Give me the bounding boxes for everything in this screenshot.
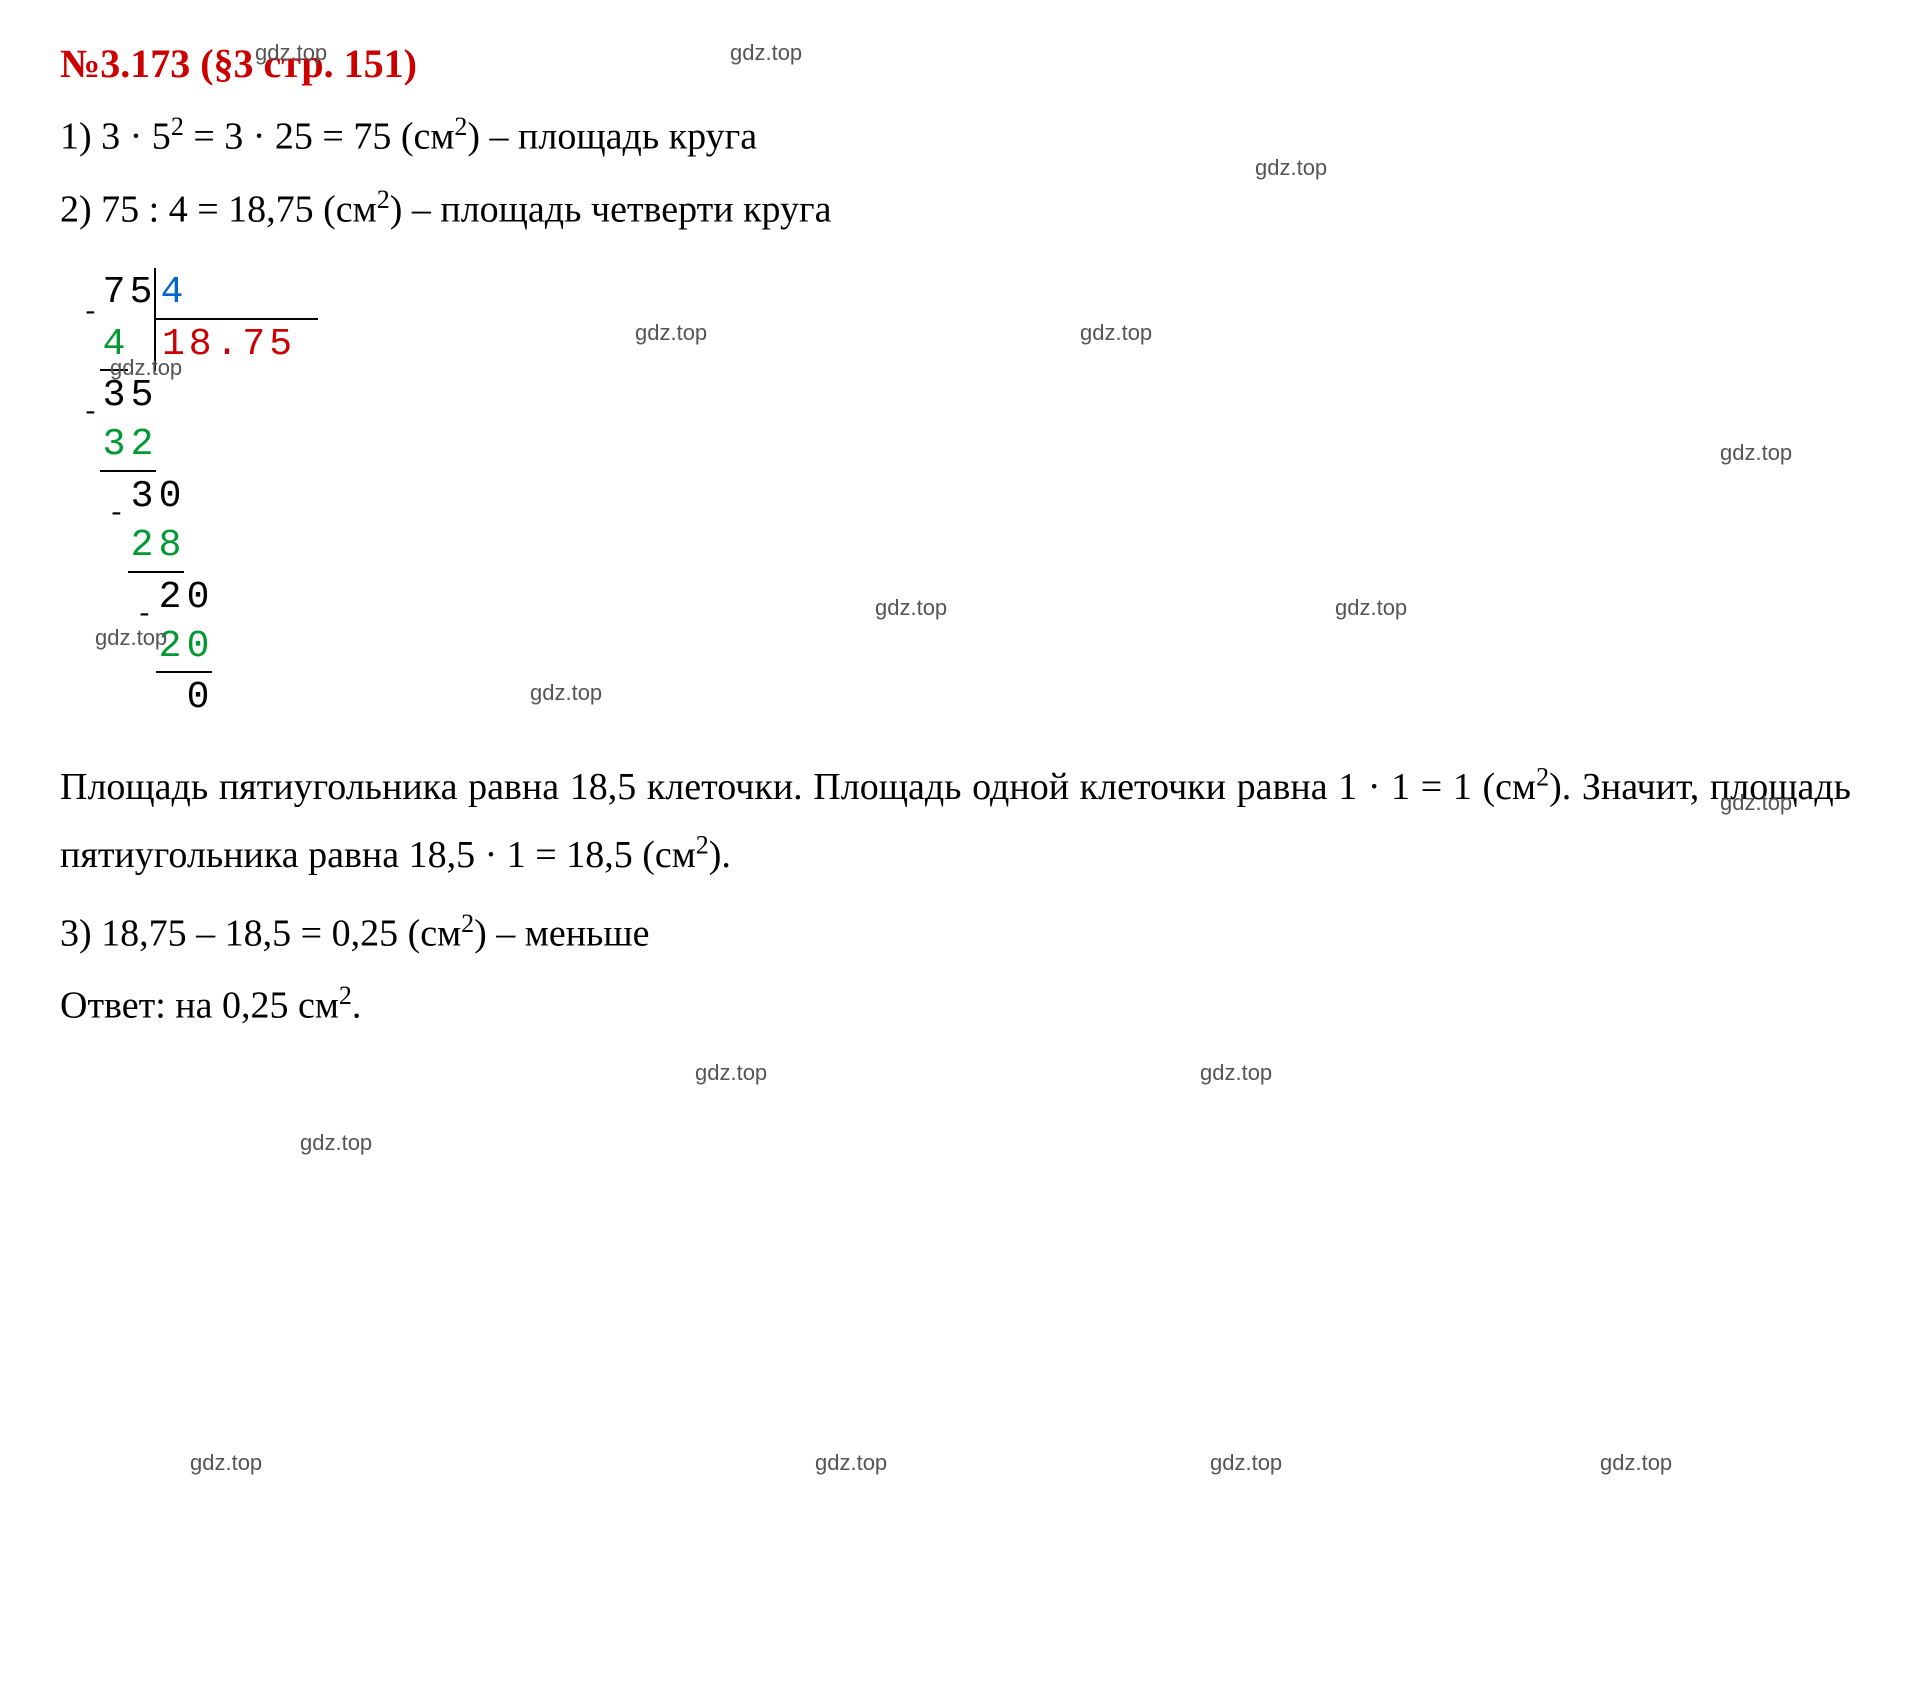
div-row-sub-4: - 2 0 — [100, 622, 1851, 673]
dividend-digit-1: 7 — [100, 268, 128, 319]
rem-2-d1: 3 — [128, 472, 156, 521]
minus-sign-2: - — [82, 396, 99, 432]
sub-4-d2: 0 — [184, 622, 212, 673]
div-row-rem-4: 0 — [100, 673, 1851, 722]
watermark-text: gdz.top — [530, 680, 602, 706]
div-row-sub-1: - 4 18.75 — [100, 320, 1851, 371]
step-2: 2) 75 : 4 = 18,75 (см2) – площадь четвер… — [60, 180, 1851, 239]
watermark-text: gdz.top — [1255, 155, 1327, 181]
step-3-text-b: ) – меньше — [474, 912, 649, 954]
step-3-text-a: 3) 18,75 – 18,5 = 0,25 (см — [60, 912, 461, 954]
watermark-text: gdz.top — [1335, 595, 1407, 621]
rem-3-pad-1 — [100, 573, 128, 622]
watermark-text: gdz.top — [1720, 790, 1792, 816]
watermark-text: gdz.top — [875, 595, 947, 621]
watermark-text: gdz.top — [635, 320, 707, 346]
div-row-rem-2: 3 0 — [100, 472, 1851, 521]
watermark-text: gdz.top — [95, 625, 167, 651]
watermark-text: gdz.top — [1600, 1450, 1672, 1476]
problem-title: №3.173 (§3 стр. 151) — [60, 40, 1851, 87]
div-row-sub-2: - 3 2 — [100, 420, 1851, 471]
step-2-exp: 2 — [377, 185, 390, 214]
sub-3-d2: 8 — [156, 521, 184, 572]
para-1-text-a: Площадь пятиугольника равна 18,5 клеточк… — [60, 766, 1536, 808]
long-division: 7 5 4 - 4 18.75 3 5 - 3 2 3 0 - 2 8 2 0 … — [100, 268, 1851, 723]
minus-sign-1: - — [82, 296, 99, 332]
rem-4: 0 — [184, 673, 212, 722]
divisor: 4 — [156, 268, 188, 319]
rem-3-d2: 0 — [184, 573, 212, 622]
step-1-text-c: ) – площадь круга — [467, 116, 757, 158]
para-1-text-c: ). — [709, 834, 731, 876]
watermark-text: gdz.top — [190, 1450, 262, 1476]
watermark-text: gdz.top — [300, 1130, 372, 1156]
sub-2-d2: 2 — [128, 420, 156, 471]
minus-sign-3: - — [108, 497, 125, 533]
rem-4-pad-1 — [100, 673, 128, 722]
watermark-text: gdz.top — [1210, 1450, 1282, 1476]
rem-2-d2: 0 — [156, 472, 184, 521]
answer-text-a: Ответ: на 0,25 см — [60, 985, 339, 1027]
watermark-text: gdz.top — [730, 40, 802, 66]
sub-3-d1: 2 — [128, 521, 156, 572]
dividend-digit-2: 5 — [128, 268, 156, 319]
step-3-exp: 2 — [461, 909, 474, 938]
divisor-pad — [188, 268, 318, 319]
sub-2-d1: 3 — [100, 420, 128, 471]
para-1-exp-a: 2 — [1536, 762, 1549, 791]
para-1-exp-b: 2 — [696, 831, 709, 860]
div-row-dividend: 7 5 4 — [100, 268, 1851, 319]
watermark-text: gdz.top — [695, 1060, 767, 1086]
step-1-text-b: = 3 · 25 = 75 (см — [184, 116, 455, 158]
step-2-text-a: 2) 75 : 4 = 18,75 (см — [60, 188, 377, 230]
answer: Ответ: на 0,25 см2. — [60, 976, 1851, 1035]
step-1-exp-b: 2 — [454, 112, 467, 141]
rem-3-d1: 2 — [156, 573, 184, 622]
step-2-text-b: ) – площадь четверти круга — [390, 188, 832, 230]
div-row-sub-3: - 2 8 — [100, 521, 1851, 572]
watermark-text: gdz.top — [1720, 440, 1792, 466]
watermark-text: gdz.top — [255, 40, 327, 66]
step-1-exp-a: 2 — [171, 112, 184, 141]
div-row-rem-1: 3 5 — [100, 371, 1851, 420]
watermark-text: gdz.top — [815, 1450, 887, 1476]
step-1: 1) 3 · 52 = 3 · 25 = 75 (см2) – площадь … — [60, 107, 1851, 166]
step-1-text-a: 1) 3 · 5 — [60, 116, 171, 158]
watermark-text: gdz.top — [110, 355, 182, 381]
answer-exp: 2 — [339, 981, 352, 1010]
watermark-text: gdz.top — [1080, 320, 1152, 346]
div-row-rem-3: 2 0 — [100, 573, 1851, 622]
rem-4-pad-2 — [128, 673, 156, 722]
answer-text-b: . — [352, 985, 362, 1027]
step-3: 3) 18,75 – 18,5 = 0,25 (см2) – меньше — [60, 904, 1851, 963]
rem-4-pad-3 — [156, 673, 184, 722]
paragraph-1: Площадь пятиугольника равна 18,5 клеточк… — [60, 753, 1851, 890]
watermark-text: gdz.top — [1200, 1060, 1272, 1086]
